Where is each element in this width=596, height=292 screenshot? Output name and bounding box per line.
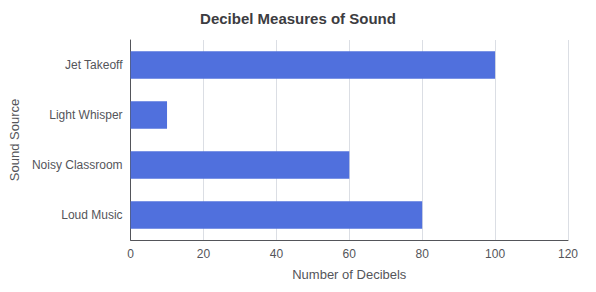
svg-text:40: 40 xyxy=(270,247,284,261)
svg-text:20: 20 xyxy=(197,247,211,261)
svg-text:120: 120 xyxy=(558,247,578,261)
svg-text:Sound Source: Sound Source xyxy=(7,99,22,181)
svg-text:Number of Decibels: Number of Decibels xyxy=(292,267,407,282)
svg-text:Loud Music: Loud Music xyxy=(61,208,122,222)
svg-text:Light Whisper: Light Whisper xyxy=(49,108,122,122)
svg-text:100: 100 xyxy=(485,247,505,261)
svg-text:Jet Takeoff: Jet Takeoff xyxy=(65,58,123,72)
svg-text:Noisy Classroom: Noisy Classroom xyxy=(32,158,123,172)
svg-text:Decibel Measures of Sound: Decibel Measures of Sound xyxy=(200,10,396,27)
svg-text:0: 0 xyxy=(127,247,134,261)
svg-text:60: 60 xyxy=(343,247,357,261)
svg-text:80: 80 xyxy=(416,247,430,261)
